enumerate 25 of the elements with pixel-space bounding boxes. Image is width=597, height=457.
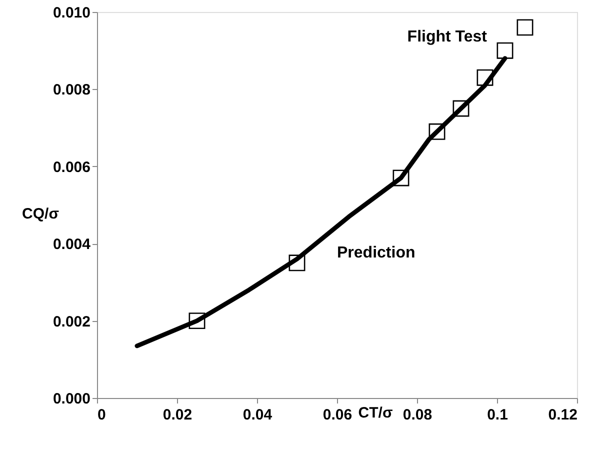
point <box>188 312 206 330</box>
point <box>452 100 470 117</box>
y-tick-label: 0.002 <box>52 313 90 330</box>
point <box>428 123 446 140</box>
point <box>392 170 410 186</box>
series-label: Flight Test <box>407 28 488 46</box>
y-tick-label: 0.006 <box>52 158 90 176</box>
x-tick-label: 0.06 <box>322 406 352 424</box>
point <box>496 42 514 59</box>
point <box>476 69 494 86</box>
y-tick-label: 0.000 <box>52 390 90 408</box>
x-tick-label: 0.08 <box>402 406 432 424</box>
y-tick-label: 0.010 <box>52 4 90 22</box>
x-tick-label: 0.12 <box>548 406 578 424</box>
x-tick-label: 0.04 <box>242 406 273 424</box>
x-tick-label: 0.1 <box>487 406 508 424</box>
x-tick-label: 0 <box>98 406 106 424</box>
y-tick-label: 0.008 <box>52 82 90 99</box>
x-tick-label: 0.02 <box>162 406 192 424</box>
point <box>516 19 534 36</box>
y-tick-label: 0.004 <box>52 236 92 254</box>
x-axis-title: CT/σ <box>358 404 393 422</box>
y-axis-title: CQ/σ <box>22 206 59 222</box>
point <box>288 254 306 272</box>
series-label: Prediction <box>337 244 416 262</box>
